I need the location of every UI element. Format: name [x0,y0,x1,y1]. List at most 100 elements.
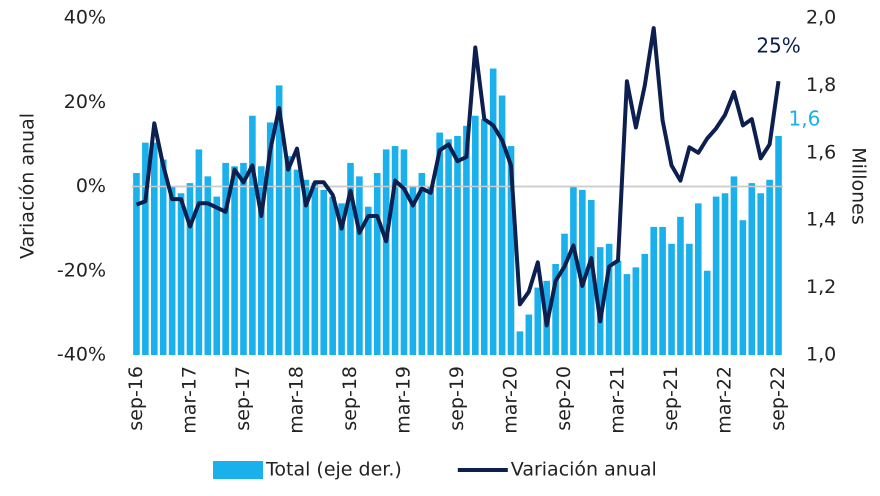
bar [489,68,497,356]
bar [775,135,782,355]
bar [632,267,640,355]
bar [534,287,542,355]
y-tick-label: 20% [64,91,106,113]
y-tick-label: 40% [64,7,106,29]
bar [570,186,577,355]
line [135,26,781,328]
bar [365,206,372,355]
legend-swatch [213,461,263,479]
bar [454,135,461,355]
x-tick-label: sep-22 [767,366,789,431]
bar [177,193,185,355]
bar [311,183,319,355]
bar [213,196,221,355]
bar [391,146,399,355]
bar [552,264,559,355]
bar [757,193,765,355]
y2-axis-label: Millones [848,147,870,224]
bar [320,189,328,355]
y2-tick-label: 1,4 [806,209,836,231]
x-tick-label: sep-17 [232,366,254,431]
bar [721,193,729,355]
bar [249,115,256,355]
bar [596,247,604,355]
y2-tick-label: 1,2 [806,276,836,298]
data-label: 25% [756,34,800,58]
bar [266,122,274,355]
y-axis-label: Variación anual [17,113,39,259]
bar [659,226,666,355]
x-tick-label: sep-16 [125,366,147,431]
x-tick-label: mar-17 [178,366,200,434]
bar [498,95,506,355]
bar [400,149,408,355]
x-tick-label: sep-19 [446,366,468,431]
y2-tick-label: 1,8 [806,74,836,96]
bar [222,162,229,355]
x-tick-label: mar-19 [392,366,414,434]
bar [436,132,443,355]
bar [650,226,657,355]
bar [159,159,167,355]
y2-tick-label: 1,0 [806,344,836,366]
bar [258,166,265,355]
bar [356,176,363,355]
bar [587,199,595,355]
bar [347,162,354,355]
bar [641,253,649,355]
bar [507,146,515,355]
bar [561,233,568,355]
bar [694,203,702,355]
bar [472,115,479,355]
x-tick-label: sep-21 [660,366,682,431]
y-tick-label: -20% [57,259,106,281]
bar [284,156,292,355]
bar [748,183,756,355]
bar [195,149,203,355]
bar [418,173,426,355]
x-tick-label: mar-18 [285,366,307,434]
bar [302,179,310,355]
bar [703,270,711,355]
bar [168,186,176,355]
bar [150,142,158,355]
x-tick-label: sep-20 [553,366,575,431]
bar [480,119,488,355]
bar [293,169,301,355]
x-tick-label: mar-21 [607,366,629,434]
bar [668,243,675,355]
bar [275,85,283,356]
x-tick-label: mar-22 [714,366,736,434]
y2-tick-label: 1,6 [806,141,836,163]
bar [329,196,336,355]
bar [204,176,212,355]
bar [579,189,586,355]
bar [516,331,524,355]
x-tick-label: mar-20 [500,366,522,434]
bar [142,142,149,355]
data-label: 1,6 [789,106,821,130]
y2-tick-label: 2,0 [806,7,836,29]
y-tick-label: -40% [57,344,106,366]
x-tick-label: sep-18 [339,366,361,431]
bar [382,149,390,355]
bar [463,125,470,355]
bar [338,203,345,355]
bar [605,243,613,355]
bar [623,274,631,355]
bar [240,162,247,355]
legend-label: Variación anual [511,459,657,481]
legend-label: Total (eje der.) [265,459,402,481]
bar [712,196,720,355]
bar [409,186,417,355]
bar [186,183,194,355]
y-tick-label: 0% [76,175,106,197]
bar [686,243,693,355]
bar [427,186,435,355]
bar [614,260,622,355]
bar [373,173,381,355]
bar [231,166,238,355]
bar [133,173,140,355]
bar [525,314,533,355]
